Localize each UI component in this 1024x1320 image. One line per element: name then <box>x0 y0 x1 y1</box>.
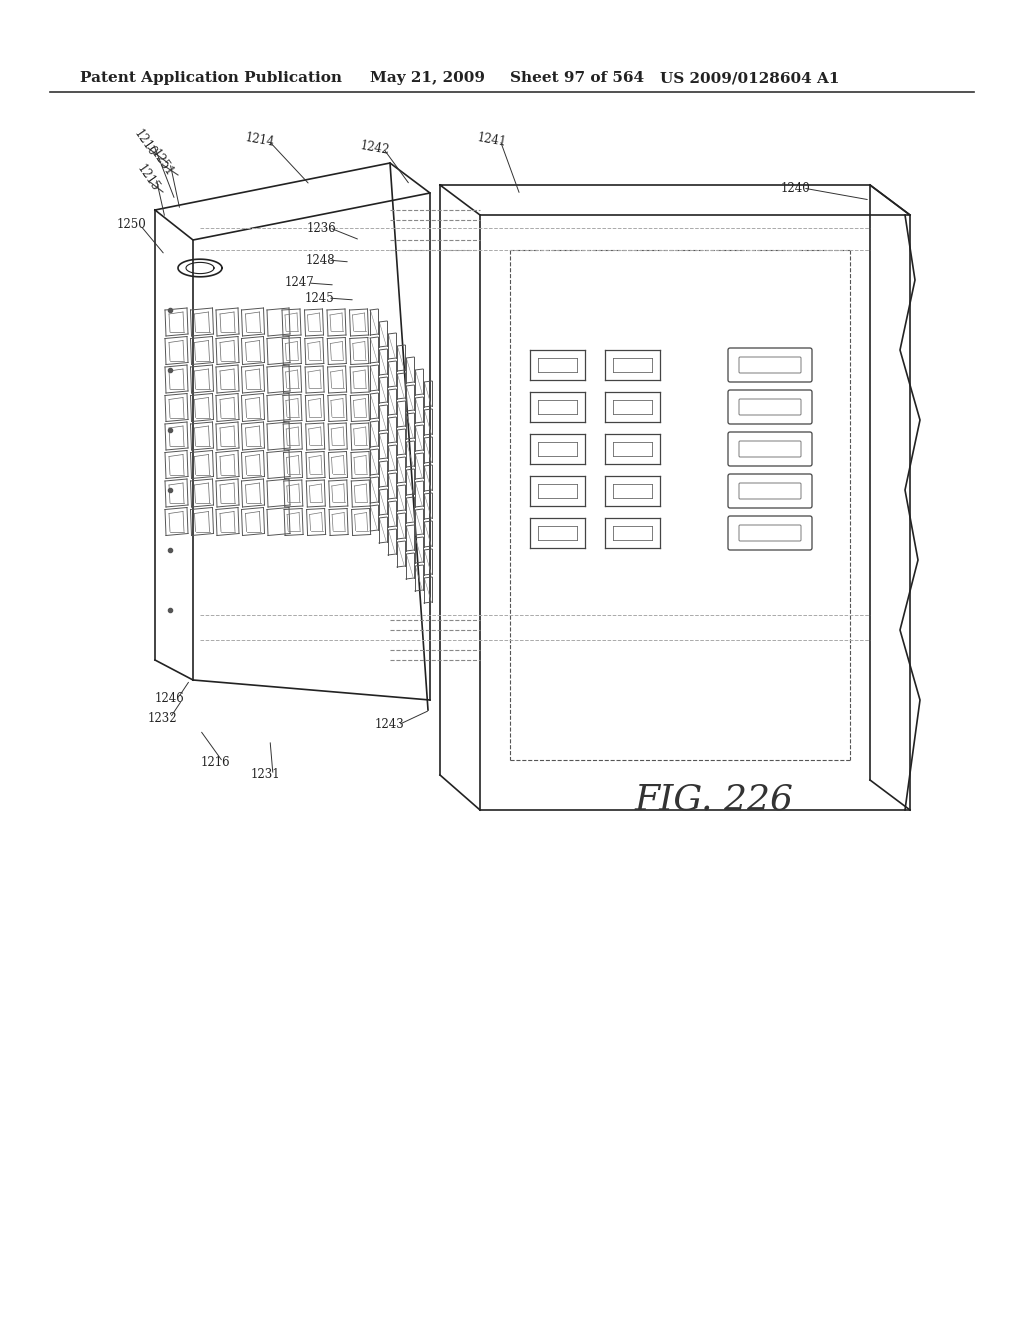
Text: Patent Application Publication: Patent Application Publication <box>80 71 342 84</box>
Text: 1243: 1243 <box>375 718 404 731</box>
Text: 1216: 1216 <box>200 755 229 768</box>
Text: May 21, 2009: May 21, 2009 <box>370 71 485 84</box>
Text: 1246: 1246 <box>155 692 185 705</box>
Text: 1245: 1245 <box>305 292 335 305</box>
Text: 1236: 1236 <box>307 222 337 235</box>
Text: 1210: 1210 <box>131 127 159 158</box>
Text: 1240: 1240 <box>780 181 810 194</box>
Text: 1232: 1232 <box>147 711 177 725</box>
Text: 1247: 1247 <box>285 276 314 289</box>
Text: 1248: 1248 <box>305 253 335 267</box>
Text: 1214: 1214 <box>245 131 275 149</box>
Text: US 2009/0128604 A1: US 2009/0128604 A1 <box>660 71 840 84</box>
Text: 1241: 1241 <box>476 131 508 149</box>
Text: 1251: 1251 <box>148 147 176 180</box>
Text: Sheet 97 of 564: Sheet 97 of 564 <box>510 71 644 84</box>
Text: 1231: 1231 <box>250 768 280 781</box>
Text: 1242: 1242 <box>359 139 391 157</box>
Text: 1215: 1215 <box>134 162 162 194</box>
Text: 1250: 1250 <box>117 219 146 231</box>
Text: FIG. 226: FIG. 226 <box>635 783 794 817</box>
